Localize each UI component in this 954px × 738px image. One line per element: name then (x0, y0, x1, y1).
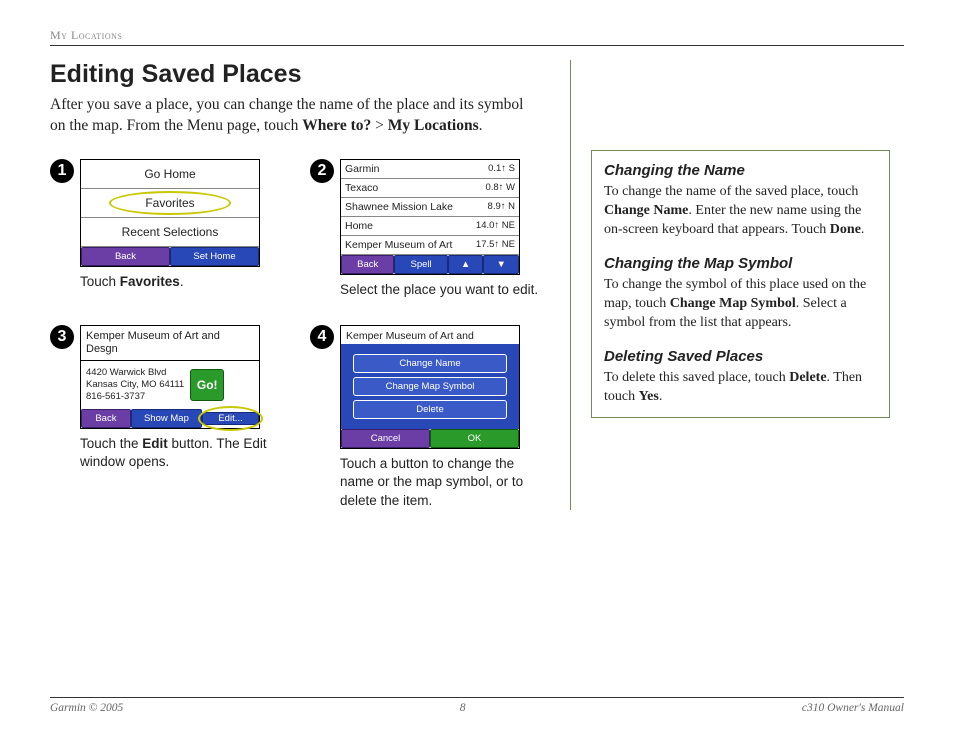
sidebar-paragraph: To change the name of the saved place, t… (604, 183, 877, 240)
back-button[interactable]: Back (81, 409, 131, 428)
sidebar-heading-delete: Deleting Saved Places (604, 347, 877, 367)
place-name: Kemper Museum of Art (345, 239, 452, 251)
cancel-button[interactable]: Cancel (341, 429, 430, 448)
sidebar-paragraph: To change the symbol of this place used … (604, 276, 877, 333)
bold: Change Name (604, 203, 688, 218)
step-number-icon: 2 (310, 159, 334, 183)
text: To change the name of the saved place, t… (604, 184, 858, 199)
bold: Done (830, 222, 861, 237)
page-title: Editing Saved Places (50, 60, 542, 89)
place-name: Home (345, 220, 373, 232)
bold: Yes (639, 389, 659, 404)
footer-right: c310 Owner's Manual (802, 702, 904, 714)
steps-grid: 1 Go Home Favorites Recent Selections Ba… (50, 159, 542, 510)
menu-item-favorites[interactable]: Favorites (81, 189, 259, 218)
change-map-symbol-button[interactable]: Change Map Symbol (353, 377, 507, 396)
place-name: Shawnee Mission Lake (345, 201, 453, 213)
address-line: Kansas City, MO 64111 (86, 379, 184, 391)
show-map-button[interactable]: Show Map (131, 409, 202, 428)
page-footer: Garmin © 2005 8 c310 Owner's Manual (50, 697, 904, 714)
place-distance: 14.0↑ NE (476, 220, 515, 232)
step-number-icon: 3 (50, 325, 74, 349)
text: . (659, 389, 663, 404)
caption-text: Touch (80, 274, 120, 289)
step-1: 1 Go Home Favorites Recent Selections Ba… (50, 159, 282, 299)
ok-button[interactable]: OK (430, 429, 519, 448)
place-title: Kemper Museum of Art and Desgn (81, 326, 259, 361)
go-button[interactable]: Go! (190, 369, 224, 401)
section-label: My Locations (50, 28, 904, 43)
intro-text: . (479, 117, 483, 134)
caption-bold: Favorites (120, 274, 180, 289)
set-home-button[interactable]: Set Home (170, 247, 259, 266)
left-column: Editing Saved Places After you save a pl… (50, 60, 570, 510)
step-caption: Touch the Edit button. The Edit window o… (80, 435, 282, 471)
sidebar-box: Changing the Name To change the name of … (591, 150, 890, 418)
step-4: 4 Kemper Museum of Art and Change Name C… (310, 325, 542, 510)
menu-item-go-home[interactable]: Go Home (81, 160, 259, 189)
page-header: My Locations (50, 28, 904, 46)
intro-bold-mylocations: My Locations (388, 117, 479, 134)
step-caption: Touch Favorites. (80, 273, 282, 291)
spell-button[interactable]: Spell (394, 255, 447, 274)
back-button[interactable]: Back (341, 255, 394, 274)
place-distance: 0.1↑ S (488, 163, 515, 175)
list-item[interactable]: Home 14.0↑ NE (341, 217, 519, 236)
bold: Delete (789, 370, 826, 385)
intro-bold-whereto: Where to? (302, 117, 371, 134)
place-distance: 8.9↑ N (488, 201, 515, 213)
list-item[interactable]: Garmin 0.1↑ S (341, 160, 519, 179)
dialog-title: Kemper Museum of Art and (341, 326, 519, 344)
screenshot-place-detail: Kemper Museum of Art and Desgn 4420 Warw… (80, 325, 260, 429)
place-distance: 17.5↑ NE (476, 239, 515, 251)
footer-page-number: 8 (460, 702, 466, 714)
list-item[interactable]: Kemper Museum of Art 17.5↑ NE (341, 236, 519, 255)
step-caption: Select the place you want to edit. (340, 281, 542, 299)
main-columns: Editing Saved Places After you save a pl… (50, 60, 904, 510)
screenshot-favorites-menu: Go Home Favorites Recent Selections Back… (80, 159, 260, 267)
right-column: Changing the Name To change the name of … (570, 60, 890, 510)
sidebar-heading-symbol: Changing the Map Symbol (604, 254, 877, 274)
text: . (861, 222, 865, 237)
back-button[interactable]: Back (81, 247, 170, 266)
caption-text: Touch the (80, 436, 142, 451)
up-button[interactable]: ▲ (448, 255, 484, 274)
edit-button[interactable]: Edit... (202, 412, 259, 425)
address-line: 4420 Warwick Blvd (86, 367, 184, 379)
footer-left: Garmin © 2005 (50, 702, 123, 714)
menu-item-recent[interactable]: Recent Selections (81, 218, 259, 247)
caption-bold: Edit (142, 436, 168, 451)
change-name-button[interactable]: Change Name (353, 354, 507, 373)
text: To delete this saved place, touch (604, 370, 789, 385)
address-line: 816-561-3737 (86, 391, 184, 403)
sidebar-heading-name: Changing the Name (604, 161, 877, 181)
step-3: 3 Kemper Museum of Art and Desgn 4420 Wa… (50, 325, 282, 510)
place-name: Texaco (345, 182, 378, 194)
intro-paragraph: After you save a place, you can change t… (50, 95, 542, 137)
screenshot-edit-dialog: Kemper Museum of Art and Change Name Cha… (340, 325, 520, 449)
bold: Change Map Symbol (670, 296, 796, 311)
place-address: 4420 Warwick Blvd Kansas City, MO 64111 … (86, 367, 184, 403)
list-item[interactable]: Texaco 0.8↑ W (341, 179, 519, 198)
list-item[interactable]: Shawnee Mission Lake 8.9↑ N (341, 198, 519, 217)
delete-button[interactable]: Delete (353, 400, 507, 419)
place-distance: 0.8↑ W (485, 182, 515, 194)
caption-text: . (180, 274, 184, 289)
step-caption: Touch a button to change the name or the… (340, 455, 542, 510)
intro-text: > (371, 117, 388, 134)
step-2: 2 Garmin 0.1↑ S Texaco 0.8↑ W Shawnee Miss… (310, 159, 542, 299)
sidebar-paragraph: To delete this saved place, touch Delete… (604, 369, 877, 407)
step-number-icon: 4 (310, 325, 334, 349)
step-number-icon: 1 (50, 159, 74, 183)
screenshot-place-list: Garmin 0.1↑ S Texaco 0.8↑ W Shawnee Missio… (340, 159, 520, 275)
down-button[interactable]: ▼ (483, 255, 519, 274)
place-name: Garmin (345, 163, 379, 175)
